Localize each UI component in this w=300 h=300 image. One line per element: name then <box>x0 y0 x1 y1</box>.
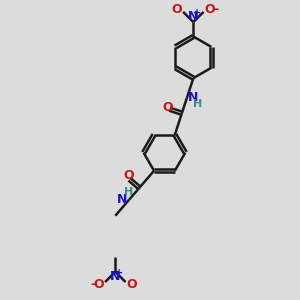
Text: O: O <box>172 3 182 16</box>
Text: N: N <box>110 271 121 284</box>
Text: O: O <box>93 278 104 291</box>
Text: +: + <box>193 8 201 18</box>
Text: N: N <box>188 11 199 23</box>
Text: O: O <box>123 169 134 182</box>
Text: N: N <box>117 194 128 206</box>
Text: +: + <box>115 268 123 278</box>
Text: O: O <box>163 101 173 114</box>
Text: H: H <box>124 187 134 197</box>
Text: H: H <box>193 99 203 109</box>
Text: O: O <box>127 278 137 291</box>
Text: -: - <box>213 3 218 16</box>
Text: N: N <box>188 92 198 104</box>
Text: -: - <box>90 278 95 291</box>
Text: O: O <box>205 3 215 16</box>
